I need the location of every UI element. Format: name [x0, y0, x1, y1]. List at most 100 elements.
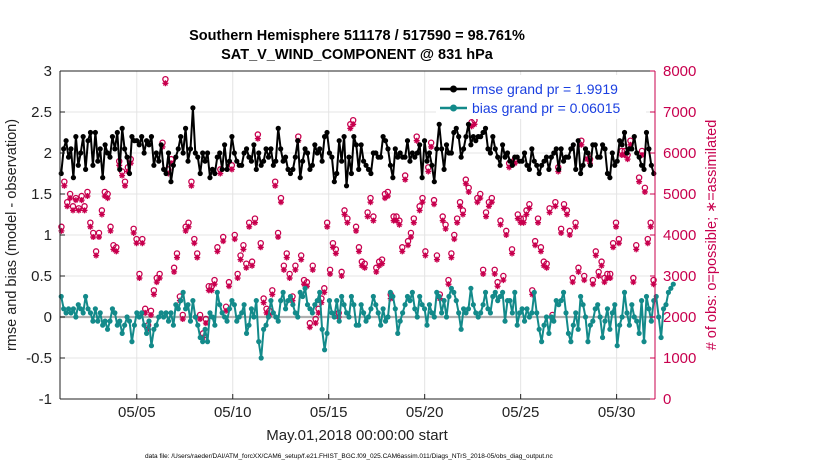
- rmse-point: [129, 134, 135, 140]
- bias-point: [136, 314, 142, 320]
- bias-point: [100, 322, 106, 328]
- obs-assimilated-marker: [497, 221, 504, 228]
- obs-assimilated-marker: [104, 195, 111, 202]
- y-tick-right-label: 4000: [663, 227, 696, 244]
- rmse-point: [458, 154, 464, 160]
- obs-assimilated-marker: [491, 270, 498, 277]
- rmse-point: [638, 162, 645, 168]
- bias-point: [431, 314, 437, 320]
- bias-point: [107, 318, 113, 324]
- obs-assimilated-marker: [480, 270, 487, 277]
- rmse-point: [212, 170, 218, 177]
- bias-point: [70, 306, 77, 312]
- rmse-point: [470, 134, 476, 140]
- rmse-point: [282, 154, 289, 160]
- rmse-point: [317, 146, 323, 152]
- x-tick-label: 05/30: [598, 404, 636, 421]
- bias-point: [390, 293, 396, 300]
- bias-point: [580, 302, 586, 308]
- y-ticks-left: -1 -0.5 0 0.5 1 1.5 2 2.5 3: [26, 63, 65, 408]
- bias-point: [502, 318, 508, 324]
- obs-assimilated-marker: [488, 199, 495, 206]
- rmse-point: [243, 146, 250, 152]
- rmse-layer: [58, 105, 657, 189]
- rmse-point: [295, 138, 301, 144]
- obs-assimilated-marker: [251, 219, 258, 226]
- bias-point: [409, 289, 415, 295]
- bias-point: [480, 302, 486, 308]
- rmse-point: [163, 170, 169, 177]
- obs-assimilated-marker: [355, 248, 362, 255]
- bias-point: [602, 318, 608, 324]
- rmse-point: [202, 158, 208, 164]
- obs-assimilated-marker: [153, 279, 160, 286]
- obs-assimilated-marker: [240, 246, 247, 253]
- rmse-point: [602, 146, 608, 152]
- y-tick-right-label: 7000: [663, 104, 696, 121]
- bias-point: [421, 306, 428, 312]
- obs-assimilated-marker: [332, 250, 339, 257]
- rmse-point: [331, 179, 337, 185]
- obs-assimilated-marker: [338, 273, 345, 279]
- obs-assimilated-marker: [208, 287, 215, 294]
- bias-point: [368, 306, 374, 312]
- bias-point: [207, 310, 213, 316]
- y-tick-left-label: 1.5: [31, 186, 52, 203]
- bias-point: [251, 314, 257, 320]
- bias-point: [202, 326, 208, 332]
- obs-assimilated-marker: [514, 215, 521, 222]
- bias-point: [148, 343, 155, 349]
- bias-point: [78, 306, 84, 312]
- bias-point: [153, 322, 159, 328]
- bias-point: [248, 306, 255, 312]
- rmse-point: [548, 154, 554, 160]
- bias-point: [117, 318, 123, 324]
- rmse-point: [585, 150, 591, 156]
- rmse-point: [321, 134, 328, 140]
- rmse-point: [553, 146, 559, 152]
- rmse-point: [487, 150, 493, 156]
- rmse-point: [170, 162, 176, 168]
- rmse-point: [541, 158, 547, 164]
- bias-point: [146, 318, 152, 324]
- bias-point: [261, 326, 267, 332]
- bias-point: [495, 298, 501, 304]
- bias-point: [592, 306, 598, 312]
- bias-point: [83, 293, 89, 300]
- bias-point: [102, 318, 108, 324]
- obs-assimilated-marker: [78, 197, 85, 204]
- bias-point: [568, 339, 574, 345]
- rmse-point: [395, 154, 401, 160]
- bias-point: [273, 314, 279, 320]
- bias-point: [575, 326, 581, 332]
- rmse-point: [119, 125, 125, 131]
- obs-assimilated-marker: [405, 242, 412, 249]
- bias-point: [226, 306, 233, 312]
- rmse-point: [460, 146, 467, 152]
- y-tick-right-label: 3000: [663, 268, 696, 285]
- rmse-point: [151, 162, 157, 168]
- rmse-point: [495, 154, 501, 160]
- obs-assimilated-marker: [644, 240, 651, 247]
- y-tick-left-label: -0.5: [26, 350, 52, 367]
- bias-point: [204, 339, 211, 345]
- obs-assimilated-marker: [543, 264, 550, 271]
- rmse-point: [209, 166, 216, 172]
- rmse-point: [534, 162, 540, 168]
- bias-point: [97, 310, 103, 316]
- rmse-point: [580, 162, 586, 168]
- x-ticks: 05/05 05/10 05/15 05/20 05/25 05/30: [118, 394, 635, 421]
- obs-assimilated-marker: [477, 195, 484, 202]
- bias-point: [275, 318, 281, 324]
- rmse-point: [378, 154, 384, 160]
- x-axis-label: May.01,2018 00:00:00 start: [266, 427, 448, 444]
- obs-assimilated-marker: [260, 299, 267, 306]
- bias-point: [263, 322, 269, 328]
- rmse-point: [621, 129, 628, 136]
- obs-assimilated-marker: [471, 121, 478, 128]
- rmse-point: [100, 175, 106, 181]
- bias-point: [597, 314, 603, 320]
- rmse-point: [373, 150, 379, 156]
- obs-assimilated-marker: [246, 223, 253, 230]
- obs-assimilated-marker: [358, 262, 365, 269]
